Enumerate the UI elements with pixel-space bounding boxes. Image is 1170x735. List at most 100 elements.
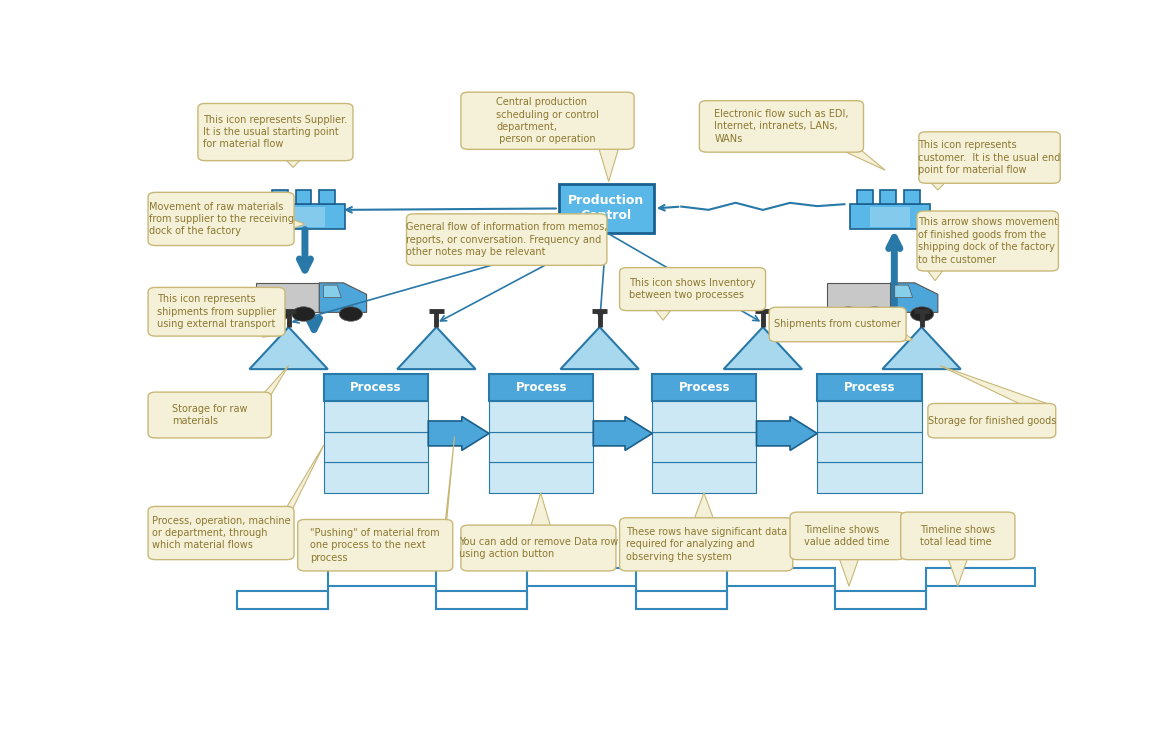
Circle shape xyxy=(291,306,315,321)
Polygon shape xyxy=(273,190,288,204)
FancyBboxPatch shape xyxy=(324,374,428,401)
FancyBboxPatch shape xyxy=(489,432,593,462)
FancyBboxPatch shape xyxy=(727,568,835,587)
Text: Electronic flow such as EDI,
Internet, intranets, LANs,
WANs: Electronic flow such as EDI, Internet, i… xyxy=(714,109,848,144)
FancyBboxPatch shape xyxy=(620,517,793,571)
FancyBboxPatch shape xyxy=(817,374,922,401)
FancyBboxPatch shape xyxy=(917,211,1059,271)
Circle shape xyxy=(910,306,934,321)
Text: Production
Control: Production Control xyxy=(569,195,645,223)
Polygon shape xyxy=(838,555,860,587)
Polygon shape xyxy=(446,437,454,534)
FancyBboxPatch shape xyxy=(324,401,428,432)
FancyBboxPatch shape xyxy=(198,104,353,161)
Circle shape xyxy=(266,306,289,321)
Polygon shape xyxy=(880,190,896,204)
FancyBboxPatch shape xyxy=(817,401,922,432)
FancyBboxPatch shape xyxy=(652,374,757,401)
Polygon shape xyxy=(757,417,817,451)
Polygon shape xyxy=(593,417,652,451)
FancyBboxPatch shape xyxy=(149,193,294,245)
Polygon shape xyxy=(282,156,304,168)
Polygon shape xyxy=(940,365,1048,417)
Polygon shape xyxy=(530,493,551,530)
FancyBboxPatch shape xyxy=(324,462,428,493)
FancyBboxPatch shape xyxy=(406,214,607,265)
FancyBboxPatch shape xyxy=(324,432,428,462)
Polygon shape xyxy=(927,179,949,190)
Polygon shape xyxy=(560,327,639,369)
Text: Movement of raw materials
from supplier to the receiving
dock of the factory: Movement of raw materials from supplier … xyxy=(149,201,294,237)
FancyBboxPatch shape xyxy=(489,401,593,432)
Polygon shape xyxy=(724,327,801,369)
Polygon shape xyxy=(264,365,289,406)
FancyBboxPatch shape xyxy=(652,401,757,432)
Text: Timeline shows
value added time: Timeline shows value added time xyxy=(805,525,890,547)
Text: Process: Process xyxy=(350,381,401,394)
Circle shape xyxy=(863,306,887,321)
Text: Storage for raw
materials: Storage for raw materials xyxy=(172,404,248,426)
FancyBboxPatch shape xyxy=(817,462,922,493)
FancyBboxPatch shape xyxy=(620,268,765,311)
Polygon shape xyxy=(319,283,366,312)
Text: Central production
scheduling or control
department,
 person or operation: Central production scheduling or control… xyxy=(496,97,599,144)
Polygon shape xyxy=(882,327,961,369)
Text: This icon represents
customer.  It is the usual end
point for material flow: This icon represents customer. It is the… xyxy=(918,140,1061,175)
Text: This arrow shows movement
of finished goods from the
shipping dock of the factor: This arrow shows movement of finished go… xyxy=(917,218,1058,265)
Polygon shape xyxy=(849,204,930,229)
Polygon shape xyxy=(903,190,920,204)
Polygon shape xyxy=(858,190,873,204)
Polygon shape xyxy=(562,226,599,240)
Polygon shape xyxy=(693,493,715,523)
Text: Process: Process xyxy=(516,381,567,394)
Polygon shape xyxy=(285,207,325,226)
Polygon shape xyxy=(266,204,345,229)
FancyBboxPatch shape xyxy=(489,374,593,401)
FancyBboxPatch shape xyxy=(652,432,757,462)
FancyBboxPatch shape xyxy=(928,404,1055,438)
FancyBboxPatch shape xyxy=(149,506,294,559)
Polygon shape xyxy=(287,445,324,520)
FancyBboxPatch shape xyxy=(461,92,634,149)
FancyBboxPatch shape xyxy=(297,520,453,571)
Polygon shape xyxy=(318,190,335,204)
Polygon shape xyxy=(296,190,311,204)
FancyBboxPatch shape xyxy=(817,432,922,462)
Text: Timeline shows
total lead time: Timeline shows total lead time xyxy=(921,525,996,547)
FancyBboxPatch shape xyxy=(636,591,727,609)
FancyBboxPatch shape xyxy=(328,568,436,587)
Polygon shape xyxy=(652,306,674,320)
Text: "Pushing" of material from
one process to the next
process: "Pushing" of material from one process t… xyxy=(310,528,440,562)
FancyBboxPatch shape xyxy=(790,512,904,559)
Text: Shipments from customer: Shipments from customer xyxy=(775,320,901,329)
Polygon shape xyxy=(869,207,910,226)
FancyBboxPatch shape xyxy=(901,512,1014,559)
Polygon shape xyxy=(598,145,620,182)
Text: This icon represents
shipments from supplier
using external transport: This icon represents shipments from supp… xyxy=(157,294,276,329)
Polygon shape xyxy=(323,285,342,298)
Text: These rows have significant data
required for analyzing and
observing the system: These rows have significant data require… xyxy=(626,527,786,562)
Polygon shape xyxy=(895,285,913,298)
FancyBboxPatch shape xyxy=(489,462,593,493)
Text: Process: Process xyxy=(844,381,895,394)
Polygon shape xyxy=(287,218,305,231)
FancyBboxPatch shape xyxy=(559,184,654,232)
FancyBboxPatch shape xyxy=(236,591,328,609)
Text: You can add or remove Data row
using action button: You can add or remove Data row using act… xyxy=(459,537,618,559)
Text: Process: Process xyxy=(679,381,730,394)
Polygon shape xyxy=(249,327,328,369)
Polygon shape xyxy=(947,555,969,587)
FancyBboxPatch shape xyxy=(700,101,863,152)
FancyBboxPatch shape xyxy=(927,568,1034,587)
FancyBboxPatch shape xyxy=(652,462,757,493)
FancyBboxPatch shape xyxy=(436,591,526,609)
Polygon shape xyxy=(262,322,277,337)
Polygon shape xyxy=(827,283,890,312)
Text: This icon represents Supplier.
It is the usual starting point
for material flow: This icon represents Supplier. It is the… xyxy=(204,115,347,149)
FancyBboxPatch shape xyxy=(918,132,1060,183)
Circle shape xyxy=(837,306,860,321)
Text: General flow of information from memos,
reports, or conversation. Frequency and
: General flow of information from memos, … xyxy=(406,222,607,257)
Text: Storage for finished goods: Storage for finished goods xyxy=(928,416,1057,426)
Polygon shape xyxy=(398,327,475,369)
FancyBboxPatch shape xyxy=(149,392,271,438)
